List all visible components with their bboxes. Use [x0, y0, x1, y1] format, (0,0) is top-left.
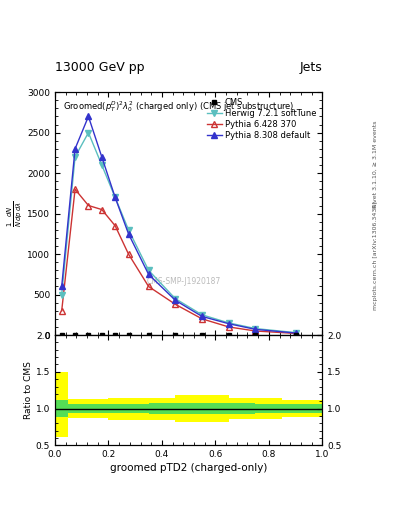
Pythia 8.308 default: [113, 195, 118, 201]
Line: Pythia 6.428 370: Pythia 6.428 370: [59, 186, 298, 336]
Pythia 8.308 default: [293, 330, 298, 336]
Text: Jets: Jets: [299, 61, 322, 74]
Y-axis label: $\frac{1}{N}\frac{dN}{dp\,d\lambda}$: $\frac{1}{N}\frac{dN}{dp\,d\lambda}$: [6, 200, 24, 227]
Text: 13000 GeV pp: 13000 GeV pp: [55, 61, 145, 74]
Pythia 6.428 370: [173, 301, 178, 307]
Pythia 8.308 default: [146, 271, 151, 278]
Text: Groomed$(p_T^D)^2\lambda_0^2$ (charged only) (CMS jet substructure): Groomed$(p_T^D)^2\lambda_0^2$ (charged o…: [63, 99, 294, 114]
Pythia 8.308 default: [173, 297, 178, 303]
CMS: [146, 332, 151, 338]
Herwig 7.2.1 softTune: [59, 291, 64, 297]
X-axis label: groomed pTD2 (charged-only): groomed pTD2 (charged-only): [110, 463, 267, 474]
Line: Herwig 7.2.1 softTune: Herwig 7.2.1 softTune: [59, 130, 298, 335]
Herwig 7.2.1 softTune: [113, 195, 118, 201]
CMS: [59, 332, 64, 338]
Line: Pythia 8.308 default: Pythia 8.308 default: [59, 114, 298, 336]
Pythia 6.428 370: [253, 328, 258, 334]
CMS: [293, 332, 298, 338]
Herwig 7.2.1 softTune: [99, 162, 104, 168]
Legend: CMS, Herwig 7.2.1 softTune, Pythia 6.428 370, Pythia 8.308 default: CMS, Herwig 7.2.1 softTune, Pythia 6.428…: [205, 96, 318, 142]
Pythia 6.428 370: [86, 202, 91, 208]
CMS: [173, 332, 178, 338]
Pythia 6.428 370: [113, 223, 118, 229]
CMS: [226, 332, 231, 338]
Pythia 8.308 default: [253, 326, 258, 332]
Herwig 7.2.1 softTune: [173, 295, 178, 302]
CMS: [200, 332, 204, 338]
Herwig 7.2.1 softTune: [73, 154, 77, 160]
Herwig 7.2.1 softTune: [226, 320, 231, 326]
CMS: [86, 332, 91, 338]
CMS: [253, 332, 258, 338]
Text: CMS-SMP-J1920187: CMS-SMP-J1920187: [146, 277, 220, 286]
Pythia 8.308 default: [99, 154, 104, 160]
Pythia 8.308 default: [86, 113, 91, 119]
Text: mcplots.cern.ch [arXiv:1306.3436]: mcplots.cern.ch [arXiv:1306.3436]: [373, 202, 378, 310]
CMS: [113, 332, 118, 338]
CMS: [73, 332, 77, 338]
Pythia 8.308 default: [59, 284, 64, 290]
Herwig 7.2.1 softTune: [293, 330, 298, 336]
Herwig 7.2.1 softTune: [86, 130, 91, 136]
Pythia 6.428 370: [73, 186, 77, 193]
CMS: [126, 332, 131, 338]
Pythia 8.308 default: [126, 231, 131, 237]
Herwig 7.2.1 softTune: [200, 312, 204, 318]
Herwig 7.2.1 softTune: [253, 326, 258, 332]
Pythia 6.428 370: [99, 206, 104, 212]
Pythia 6.428 370: [126, 251, 131, 257]
Herwig 7.2.1 softTune: [126, 227, 131, 233]
Pythia 6.428 370: [200, 316, 204, 322]
Pythia 6.428 370: [226, 324, 231, 330]
Pythia 8.308 default: [200, 313, 204, 319]
Text: Rivet 3.1.10, ≥ 3.1M events: Rivet 3.1.10, ≥ 3.1M events: [373, 120, 378, 207]
Pythia 6.428 370: [146, 284, 151, 290]
Pythia 8.308 default: [226, 321, 231, 327]
Pythia 8.308 default: [73, 146, 77, 152]
Pythia 6.428 370: [59, 308, 64, 314]
Y-axis label: Ratio to CMS: Ratio to CMS: [24, 361, 33, 419]
Herwig 7.2.1 softTune: [146, 267, 151, 273]
Pythia 6.428 370: [293, 330, 298, 336]
CMS: [99, 332, 104, 338]
Line: CMS: CMS: [59, 333, 298, 337]
